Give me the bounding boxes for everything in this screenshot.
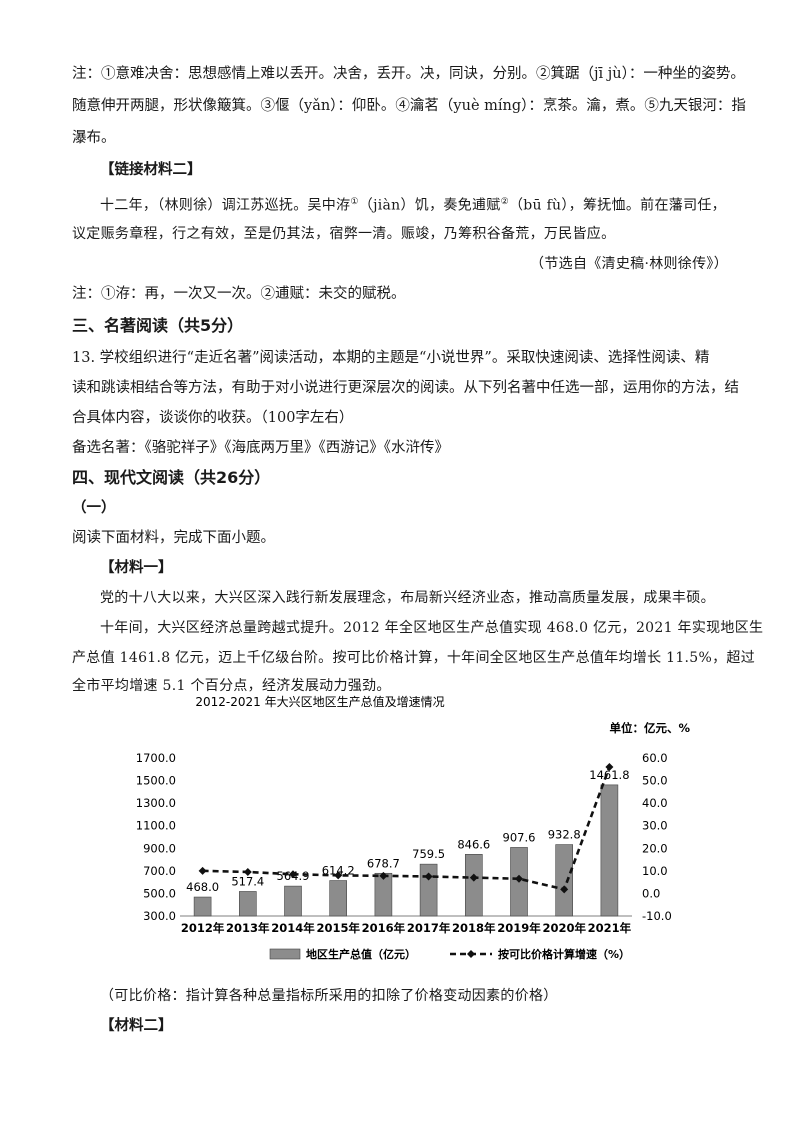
right-tick-label: 40.0 [642, 796, 668, 810]
chart-title: 2012-2021 年大兴区地区生产总值及增速情况 [195, 694, 444, 709]
section-heading-4: 四、现代文阅读（共26分） [72, 468, 271, 487]
growth-point [334, 871, 343, 880]
left-tick-label: 300.0 [143, 909, 176, 923]
left-tick-label: 500.0 [143, 886, 176, 900]
growth-point [469, 873, 478, 882]
bar-value-label: 1461.8 [589, 768, 629, 782]
left-tick-label: 900.0 [143, 841, 176, 855]
left-tick-label: 1500.0 [136, 774, 176, 788]
growth-point [605, 763, 614, 772]
gdp-bar [419, 863, 438, 917]
bar-value-label: 517.4 [231, 874, 264, 888]
right-tick-label: 0.0 [642, 886, 660, 900]
x-tick-label: 2015年 [316, 921, 360, 935]
legend-line-marker [467, 950, 475, 958]
bar-value-label: 759.5 [412, 847, 445, 861]
growth-point [243, 867, 252, 876]
section-heading-3: 三、名著阅读（共5分） [72, 316, 244, 335]
left-tick-label: 1100.0 [136, 819, 176, 833]
right-tick-label: -10.0 [642, 909, 672, 923]
instruction: 阅读下面材料，完成下面小题。 [72, 530, 275, 546]
footnote-comparable-price: （可比价格：指计算各种总量指标所采用的扣除了价格变动因素的价格） [100, 988, 558, 1004]
x-tick-label: 2018年 [452, 921, 496, 935]
growth-point [289, 870, 297, 879]
bar-value-label: 932.8 [548, 828, 581, 842]
bar-value-label: 614.2 [322, 864, 355, 878]
gdp-bar [329, 880, 347, 917]
growth-line [202, 766, 611, 891]
gdp-bar [600, 784, 619, 917]
bar-value-label: 468.0 [186, 880, 219, 894]
book-options: 备选名著：《骆驼祥子》《海底两万里》《西游记》《水浒传》 [72, 440, 449, 456]
x-tick-label: 2014年 [271, 921, 315, 935]
right-tick-label: 30.0 [642, 819, 668, 833]
note-line-3: 瀑布。 [72, 130, 116, 146]
x-tick-label: 2021年 [588, 921, 632, 935]
subsection-heading: （一） [72, 500, 116, 516]
question-line-3: 合具体内容，谈谈你的收获。（100字左右） [72, 410, 354, 426]
question-line-2: 读和跳读相结合等方法，有助于对小说进行更深层次的阅读。从下列名著中任选一部，运用… [72, 380, 739, 396]
bar-value-label: 846.6 [457, 837, 490, 851]
x-tick-label: 2019年 [497, 921, 541, 935]
gdp-bar [239, 891, 257, 917]
material-2-heading: 【材料二】 [100, 1018, 173, 1034]
note-line-1: 注：①意难决舍：思想感情上难以丢开。决舍，丢开。决，同诀，分别。②箕踞（jī j… [72, 66, 745, 82]
x-tick-label: 2012年 [181, 921, 225, 935]
right-tick-label: 60.0 [642, 751, 668, 765]
x-tick-label: 2017年 [407, 921, 451, 935]
growth-point [515, 874, 523, 883]
growth-point [424, 872, 433, 881]
material-1-heading: 【材料一】 [100, 560, 173, 576]
bar-value-label: 907.6 [503, 830, 536, 844]
right-tick-label: 20.0 [642, 841, 668, 855]
material-1-line-2: 十年间，大兴区经济总量跨越式提升。2012 年全区地区生产总值实现 468.0 … [100, 620, 764, 636]
classical-text-part: 十二年，（林则徐）调江苏巡抚。吴中洊 [100, 197, 351, 214]
footnote-mark: ① [350, 197, 359, 207]
left-tick-label: 700.0 [143, 864, 176, 878]
material-1-line-1: 党的十八大以来，大兴区深入践行新发展理念，布局新兴经济业态，推动高质量发展，成果… [100, 590, 715, 606]
classical-text-line-2: 议定赈务章程，行之有效，至是仍其法，宿弊一清。赈竣，乃筹积谷备荒，万民皆应。 [72, 226, 616, 242]
classical-text-part: （jiàn）饥，奏免逋赋 [358, 197, 501, 214]
growth-point [198, 866, 207, 875]
gdp-bar [555, 844, 574, 917]
material-1-line-3: 产总值 1461.8 亿元，迈上千亿级台阶。按可比价格计算，十年间全区地区生产总… [72, 650, 756, 666]
question-line-1: 13. 学校组织进行“走近名著”阅读活动，本期的主题是“小说世界”。采取快速阅读… [72, 350, 710, 366]
legend-line-label: 按可比价格计算增速（%） [498, 947, 630, 961]
classical-text-part: （bū fù），筹抚恤。前在藩司任， [508, 197, 726, 214]
note-line-2: 随意伸开两腿，形状像簸箕。③偃（yǎn）：仰卧。④瀹茗（yuè míng）：烹茶… [72, 98, 746, 114]
x-tick-label: 2016年 [362, 921, 406, 935]
growth-point [379, 871, 388, 880]
footnote-mark: ② [500, 197, 509, 207]
growth-point [560, 885, 569, 894]
gdp-bar [193, 896, 212, 917]
gdp-bar [284, 885, 302, 917]
source-citation: （节选自《清史稿·林则徐传》） [530, 256, 728, 272]
note-line-4: 注：①洊：再，一次又一次。②逋赋：未交的赋税。 [72, 286, 406, 302]
classical-text-line-1: 十二年，（林则徐）调江苏巡抚。吴中洊①（jiàn）饥，奏免逋赋②（bū fù），… [100, 192, 726, 216]
gdp-bar [464, 854, 483, 917]
left-tick-label: 1700.0 [136, 751, 176, 765]
right-tick-label: 10.0 [642, 864, 668, 878]
legend-bar-label: 地区生产总值（亿元） [306, 947, 416, 961]
x-tick-label: 2013年 [226, 921, 270, 935]
chart-unit: 单位：亿元、% [609, 721, 690, 735]
material-1-line-4: 全市平均增速 5.1 个百分点，经济发展动力强劲。 [72, 678, 391, 694]
right-tick-label: 50.0 [642, 774, 668, 788]
left-tick-label: 1300.0 [136, 796, 176, 810]
legend-bar-swatch [269, 948, 301, 960]
material-heading: 【链接材料二】 [100, 162, 202, 178]
x-tick-label: 2020年 [542, 921, 586, 935]
bar-value-label: 678.7 [367, 856, 400, 870]
